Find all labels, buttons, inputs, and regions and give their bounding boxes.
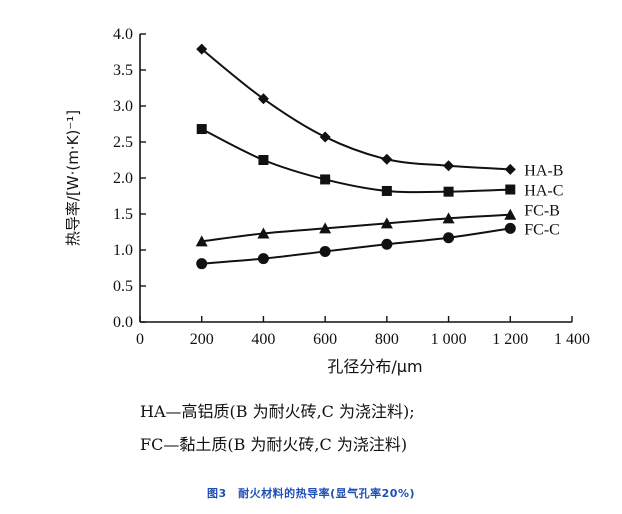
- data-point: [443, 186, 454, 197]
- series-ha-c: HA-C: [196, 124, 563, 200]
- y-tick-label: 2.5: [113, 134, 133, 151]
- series-fc-b: FC-B: [195, 203, 560, 247]
- y-axis-label: 热导率/[W·(m·K)⁻¹]: [64, 110, 82, 246]
- series-label: HA-B: [524, 162, 563, 179]
- y-tick-label: 4.0: [113, 26, 133, 43]
- note-fc: FC—黏土质(B 为耐火砖,C 为浇注料): [140, 435, 408, 454]
- data-point: [504, 208, 517, 220]
- note-ha: HA—高铝质(B 为耐火砖,C 为浇注料);: [140, 402, 415, 421]
- data-point: [319, 131, 331, 143]
- data-point: [257, 93, 269, 105]
- x-tick-label: 1 400: [554, 331, 590, 348]
- data-point: [319, 245, 331, 257]
- data-point: [381, 238, 393, 250]
- series-label: HA-C: [524, 183, 563, 200]
- data-point: [196, 43, 208, 55]
- data-point: [443, 232, 455, 244]
- data-point: [504, 163, 516, 175]
- data-point: [380, 217, 393, 229]
- data-point: [320, 174, 331, 185]
- series-line: [201, 48, 511, 171]
- data-point: [195, 235, 208, 247]
- data-point: [505, 184, 516, 195]
- x-tick-label: 1 200: [492, 331, 528, 348]
- x-tick-label: 600: [313, 331, 337, 348]
- y-tick-label: 3.5: [113, 62, 133, 79]
- x-tick-label: 400: [251, 331, 275, 348]
- data-point: [381, 153, 393, 165]
- x-tick-label: 200: [190, 331, 214, 348]
- data-point: [257, 227, 270, 239]
- data-point: [196, 258, 208, 270]
- data-point: [196, 124, 207, 135]
- data-point: [319, 222, 332, 234]
- x-tick-label: 0: [136, 331, 144, 348]
- series-line: [201, 213, 511, 243]
- series-label: FC-B: [524, 203, 560, 220]
- data-point: [504, 222, 516, 234]
- data-point: [258, 155, 269, 165]
- y-tick-label: 1.0: [113, 242, 133, 259]
- figure-caption: 图3 耐火材料的热导率(显气孔率20%): [206, 487, 416, 500]
- y-tick-label: 0.0: [113, 314, 133, 331]
- series-line: [201, 128, 511, 194]
- data-point: [442, 212, 455, 224]
- series-line: [201, 227, 511, 265]
- series-fc-c: FC-C: [196, 221, 560, 270]
- series-group: HA-B HA-C FC-BFC-C: [195, 43, 563, 270]
- y-tick-label: 3.0: [113, 98, 133, 115]
- y-tick-label: 1.5: [113, 206, 133, 223]
- x-axis-label: 孔径分布/μm: [327, 357, 422, 376]
- x-tick-label: 1 000: [431, 331, 467, 348]
- series-label: FC-C: [524, 221, 560, 238]
- y-tick-label: 2.0: [113, 170, 133, 187]
- x-tick-label: 800: [375, 331, 399, 348]
- data-point: [443, 160, 455, 172]
- data-point: [257, 253, 269, 265]
- data-point: [381, 185, 392, 196]
- series-ha-b: HA-B: [196, 43, 563, 179]
- thermal-conductivity-chart: 0.0 0.5 1.0 1.5 2.0 2.5 3.0 3.5 4.0 0 200 400 600 800…: [64, 26, 590, 376]
- axes: 0.0 0.5 1.0 1.5 2.0 2.5 3.0 3.5 4.0 0 200 400 600 800…: [113, 26, 590, 348]
- y-tick-label: 0.5: [113, 278, 133, 295]
